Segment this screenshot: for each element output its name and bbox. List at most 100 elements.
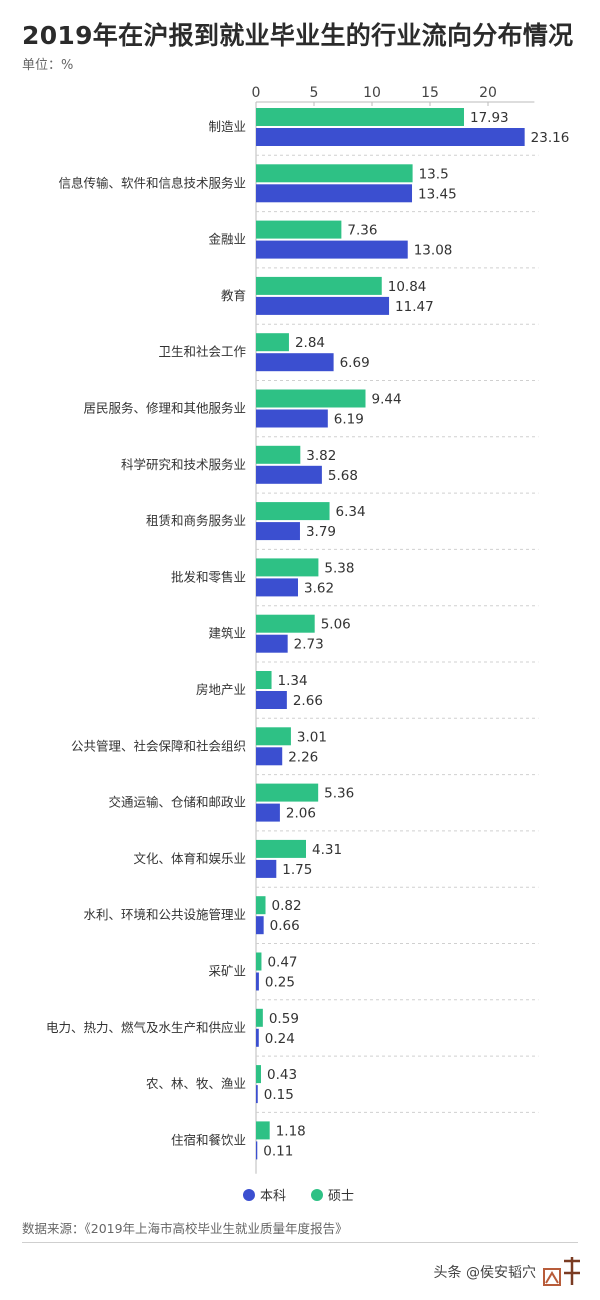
value-label-master: 0.59	[269, 1011, 299, 1027]
bar-master	[256, 1008, 263, 1027]
value-label-bachelor: 6.69	[340, 355, 370, 371]
value-label-master: 10.84	[388, 279, 427, 295]
bar-bachelor	[256, 240, 408, 259]
bar-master	[256, 727, 291, 746]
data-source: 数据来源：《2019年上海市高校毕业生就业质量年度报告》	[22, 1221, 348, 1236]
x-tick-label: 15	[421, 85, 439, 101]
value-label-master: 9.44	[372, 392, 402, 408]
bar-master	[256, 614, 315, 633]
category-label: 信息传输、软件和信息技术服务业	[58, 175, 246, 190]
value-label-master: 7.36	[347, 223, 377, 239]
category-label: 租赁和商务服务业	[146, 513, 246, 528]
category-label: 卫生和社会工作	[158, 344, 246, 359]
bar-master	[256, 108, 464, 126]
bar-bachelor	[256, 972, 259, 991]
bar-master	[256, 276, 382, 295]
bar-bachelor	[256, 578, 298, 597]
category-label: 居民服务、修理和其他服务业	[83, 401, 246, 416]
value-label-bachelor: 6.19	[334, 412, 364, 428]
value-label-bachelor: 2.73	[294, 637, 324, 653]
bar-master	[256, 164, 413, 183]
value-label-master: 5.06	[321, 617, 351, 633]
category-label: 教育	[221, 288, 246, 303]
category-label: 电力、热力、燃气及水生产和供应业	[46, 1020, 246, 1035]
unit-label: 单位：%	[22, 58, 74, 73]
bar-master	[256, 839, 306, 858]
value-label-bachelor: 11.47	[395, 299, 434, 315]
value-label-master: 17.93	[470, 110, 509, 126]
bar-master	[256, 220, 342, 239]
chart-title: 2019年在沪报到就业毕业生的行业流向分布情况	[22, 21, 574, 50]
value-label-master: 4.31	[312, 842, 342, 858]
footer: 头条 @侯安韬穴	[434, 1252, 582, 1292]
legend-label-bachelor: 本科	[260, 1189, 286, 1204]
category-label: 公共管理、社会保障和社会组织	[71, 738, 246, 753]
bar-master	[256, 783, 319, 802]
value-label-master: 5.38	[324, 560, 354, 576]
category-label: 批发和零售业	[171, 569, 246, 584]
bar-bachelor	[256, 296, 390, 315]
category-label: 金融业	[208, 232, 246, 247]
bar-bachelor	[256, 747, 283, 766]
category-label: 交通运输、仓储和邮政业	[108, 795, 246, 810]
bar-master	[256, 558, 319, 577]
category-label: 科学研究和技术服务业	[121, 457, 246, 472]
value-label-master: 0.43	[267, 1067, 297, 1083]
legend-label-master: 硕士	[328, 1189, 354, 1204]
value-label-bachelor: 2.26	[288, 749, 318, 765]
category-label: 水利、环境和公共设施管理业	[83, 907, 246, 922]
value-label-bachelor: 5.68	[328, 468, 358, 484]
bar-bachelor	[256, 1028, 259, 1047]
bar-chart: 0 5 10 15 20 制造业 17.93 23.16 信息传输、软件和信息技术服务业 13.5…	[46, 85, 570, 1204]
bar-master	[256, 333, 289, 352]
bar-master	[256, 389, 366, 408]
value-label-master: 3.82	[306, 448, 336, 464]
bar-bachelor	[256, 1141, 258, 1160]
bar-bachelor	[256, 184, 413, 203]
bar-bachelor	[256, 353, 334, 372]
bar-master	[256, 445, 301, 464]
bar-master	[256, 502, 330, 521]
value-label-master: 3.01	[297, 729, 327, 745]
bar-bachelor	[256, 691, 287, 709]
value-label-master: 2.84	[295, 335, 325, 351]
value-label-master: 1.18	[276, 1123, 306, 1139]
bar-bachelor	[256, 859, 277, 878]
value-label-bachelor: 0.24	[265, 1031, 295, 1047]
bar-bachelor	[256, 634, 288, 653]
value-label-bachelor: 23.16	[531, 130, 570, 146]
value-label-master: 0.82	[272, 898, 302, 914]
bar-bachelor	[256, 803, 280, 822]
category-label: 制造业	[208, 119, 246, 134]
value-label-master: 13.5	[419, 166, 449, 182]
value-label-bachelor: 13.45	[418, 186, 457, 202]
category-label: 采矿业	[208, 964, 246, 979]
bar-bachelor	[256, 522, 300, 541]
bar-bachelor	[256, 916, 264, 935]
bar-master	[256, 952, 262, 971]
value-label-master: 1.34	[278, 673, 308, 689]
value-label-master: 0.47	[267, 955, 297, 971]
category-label: 文化、体育和娱乐业	[133, 851, 246, 866]
divider	[22, 1242, 578, 1243]
value-label-bachelor: 2.06	[286, 806, 316, 822]
value-label-bachelor: 3.62	[304, 580, 334, 596]
value-label-bachelor: 0.15	[264, 1087, 294, 1103]
legend-swatch-master	[311, 1189, 323, 1201]
x-tick-label: 5	[310, 85, 319, 101]
value-label-master: 5.36	[324, 786, 354, 802]
bar-master	[256, 671, 272, 689]
x-tick-label: 20	[479, 85, 497, 101]
category-label: 建筑业	[208, 626, 246, 641]
bar-bachelor	[256, 1085, 258, 1104]
bar-bachelor	[256, 409, 328, 428]
x-tick-label: 0	[252, 85, 261, 101]
x-tick-label: 10	[363, 85, 381, 101]
bar-master	[256, 1121, 270, 1140]
value-label-bachelor: 0.25	[265, 975, 295, 991]
category-label: 住宿和餐饮业	[171, 1132, 246, 1147]
value-label-bachelor: 3.79	[306, 524, 336, 540]
bar-bachelor	[256, 128, 525, 146]
value-label-master: 6.34	[336, 504, 366, 520]
value-label-bachelor: 2.66	[293, 693, 323, 709]
